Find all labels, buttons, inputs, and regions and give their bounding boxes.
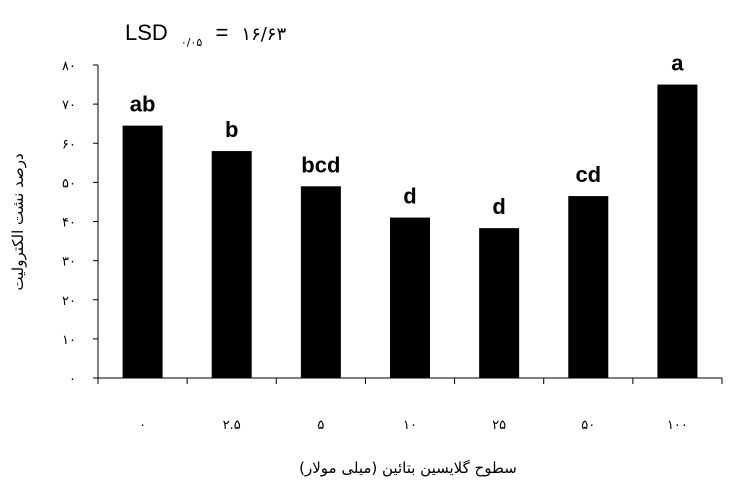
y-tick-label: ٣٠ <box>62 255 76 270</box>
bar <box>568 196 609 378</box>
significance-label: a <box>671 51 684 76</box>
x-tick-label: ١٠٠ <box>667 418 688 433</box>
lsd-equals: = <box>215 20 228 45</box>
significance-label: bcd <box>301 152 340 177</box>
significance-label: b <box>225 117 238 142</box>
bar <box>122 125 163 378</box>
significance-label: d <box>403 184 416 209</box>
bar <box>300 186 341 378</box>
y-tick-label: ٧٠ <box>62 98 76 113</box>
x-ticks-group: ٠ ٢.۵ ۵ ١٠ ٢۵ ۵٠ ١٠٠ <box>97 378 723 433</box>
significance-label: ab <box>130 92 156 117</box>
lsd-value: ١۶/۶٣ <box>241 24 286 45</box>
y-tick-label: ١٠ <box>62 333 76 348</box>
y-axis-title: درصد نشت الکترولیت <box>9 153 27 290</box>
bar <box>479 228 520 378</box>
y-tick-label: ٠ <box>69 372 76 387</box>
significance-label: cd <box>575 162 601 187</box>
x-tick-label: ۵ <box>317 418 324 433</box>
x-tick-label: ٠ <box>139 418 146 433</box>
y-tick-label: ٨٠ <box>62 59 76 74</box>
lsd-subscript: ٠/٠۵ <box>181 36 203 49</box>
x-tick-label: ٢۵ <box>492 418 506 433</box>
y-tick-label: ٢٠ <box>62 294 76 309</box>
x-tick-label: ١٠ <box>403 418 417 433</box>
lsd-prefix: LSD <box>125 20 168 45</box>
bar <box>211 151 252 378</box>
x-tick-label: ٢.۵ <box>223 418 241 433</box>
lsd-label: LSD ٠/٠۵ = ١۶/۶٣ <box>125 20 286 50</box>
y-tick-label: ۴٠ <box>62 216 76 231</box>
bars-group <box>122 84 698 378</box>
y-tick-label: ۶٠ <box>62 137 76 152</box>
bar <box>657 84 698 378</box>
x-axis-title: سطوح گلایسین بتائین (میلی مولار) <box>299 459 517 477</box>
bar <box>390 217 430 378</box>
y-ticks-group: ٠ ١٠ ٢٠ ٣٠ ۴٠ ۵٠ ۶٠ ٧٠ ٨٠ <box>62 59 98 387</box>
x-tick-label: ۵٠ <box>581 418 595 433</box>
significance-labels-group: ab b bcd d d cd a <box>130 51 685 220</box>
y-tick-label: ۵٠ <box>62 176 76 191</box>
significance-label: d <box>492 194 505 219</box>
